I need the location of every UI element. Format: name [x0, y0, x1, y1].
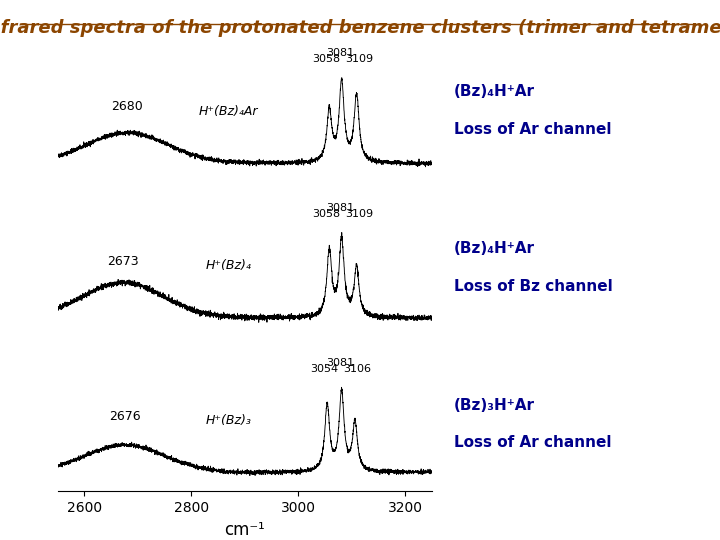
Text: 3058: 3058: [312, 54, 341, 64]
Text: (Bz)₃H⁺Ar: (Bz)₃H⁺Ar: [454, 397, 534, 413]
Text: Loss of Ar channel: Loss of Ar channel: [454, 122, 611, 137]
X-axis label: cm⁻¹: cm⁻¹: [225, 521, 265, 539]
Text: 3109: 3109: [345, 209, 374, 219]
Text: Infrared spectra of the protonated benzene clusters (trimer and tetramer): Infrared spectra of the protonated benze…: [0, 19, 720, 37]
Text: 2676: 2676: [109, 410, 141, 423]
Text: 3058: 3058: [312, 209, 341, 219]
Text: (Bz)₄H⁺Ar: (Bz)₄H⁺Ar: [454, 241, 534, 256]
Text: 3081: 3081: [326, 202, 355, 213]
Text: (Bz)₄H⁺Ar: (Bz)₄H⁺Ar: [454, 84, 534, 99]
Text: 3054: 3054: [310, 364, 338, 374]
Text: 2680: 2680: [112, 100, 143, 113]
Text: Loss of Bz channel: Loss of Bz channel: [454, 279, 612, 294]
Text: 3109: 3109: [345, 54, 374, 64]
Text: 3081: 3081: [326, 48, 355, 58]
Text: 2673: 2673: [107, 255, 139, 268]
Text: H⁺(Bz)₃: H⁺(Bz)₃: [206, 414, 252, 427]
Text: 3081: 3081: [326, 357, 355, 368]
Text: Loss of Ar channel: Loss of Ar channel: [454, 435, 611, 450]
Text: H⁺(Bz)₄Ar: H⁺(Bz)₄Ar: [199, 105, 258, 118]
Text: H⁺(Bz)₄: H⁺(Bz)₄: [206, 259, 252, 272]
Text: 3106: 3106: [343, 364, 372, 374]
